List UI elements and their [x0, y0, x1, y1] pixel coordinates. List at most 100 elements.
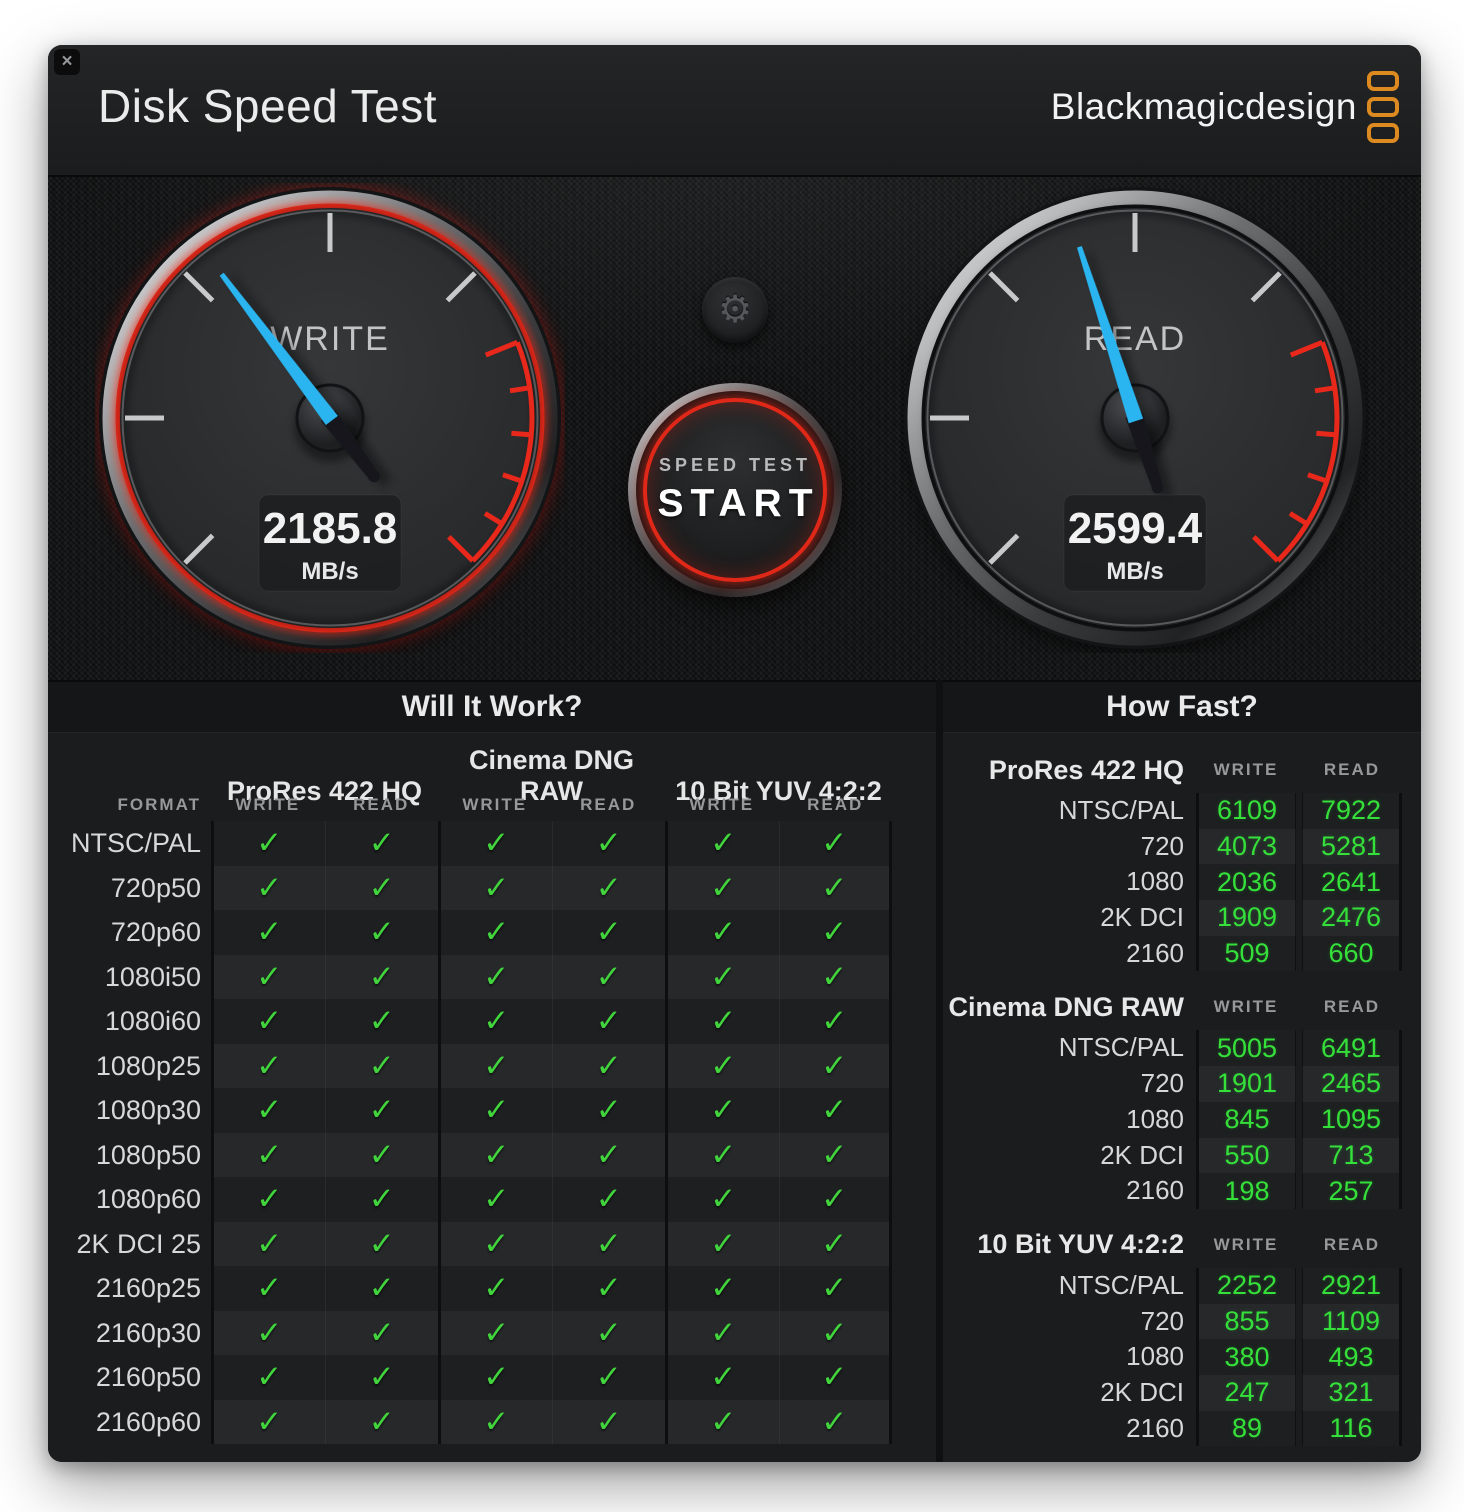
write-column-header: WRITE: [689, 795, 755, 814]
table-row: 2160p60 ✓ ✓ ✓ ✓ ✓ ✓: [48, 1399, 936, 1444]
gauge-redline: [447, 339, 535, 563]
check-icon: ✓: [324, 1221, 438, 1266]
check-icon: ✓: [778, 1177, 892, 1222]
check-icon: ✓: [324, 1310, 438, 1355]
write-speed: 2036: [1196, 864, 1296, 901]
write-gauge: WRITE 2185.8 MB/s: [97, 185, 563, 653]
table-row: 1080 845 1095: [943, 1101, 1421, 1138]
write-column-header: WRITE: [462, 795, 528, 814]
check-icon: ✓: [551, 1399, 665, 1444]
check-icon: ✓: [211, 1221, 325, 1266]
format-label: NTSC/PAL: [1058, 1032, 1184, 1063]
read-column-header: READ: [1323, 1234, 1381, 1254]
check-icon: ✓: [438, 1355, 552, 1400]
gauge-zone: WRITE 2185.8 MB/s: [48, 177, 1421, 680]
check-icon: ✓: [778, 1266, 892, 1311]
check-icon: ✓: [324, 865, 438, 910]
start-button[interactable]: SPEED TEST START: [628, 383, 842, 597]
check-icon: ✓: [778, 1088, 892, 1133]
read-speed: 7922: [1302, 793, 1402, 829]
title-bar: × Disk Speed Test Blackmagicdesign: [48, 45, 1421, 177]
check-icon: ✓: [778, 954, 892, 999]
start-button-ring: SPEED TEST START: [636, 391, 834, 589]
settings-button[interactable]: ⚙: [702, 277, 768, 343]
format-label: 2160p50: [95, 1362, 201, 1392]
read-speed-unit: MB/s: [1106, 558, 1163, 585]
check-icon: ✓: [324, 954, 438, 999]
read-speed-value: 2599.4: [1068, 504, 1203, 553]
format-label: 720: [1140, 830, 1184, 861]
check-icon: ✓: [211, 821, 325, 866]
table-row: NTSC/PAL 2252 2921: [943, 1267, 1421, 1304]
check-icon: ✓: [211, 999, 325, 1044]
brand: Blackmagicdesign: [1051, 71, 1399, 143]
format-label: 2160p60: [95, 1406, 201, 1437]
check-icon: ✓: [211, 910, 325, 955]
write-speed: 550: [1196, 1137, 1296, 1174]
check-icon: ✓: [778, 1221, 892, 1266]
table-row: 2160 89 116: [943, 1410, 1421, 1447]
check-icon: ✓: [438, 1310, 552, 1355]
table-row: 720 4073 5281: [943, 828, 1421, 865]
check-icon: ✓: [324, 1132, 438, 1177]
read-speed: 2476: [1302, 900, 1402, 936]
check-icon: ✓: [438, 1221, 552, 1266]
format-label: 1080: [1126, 1103, 1184, 1134]
check-icon: ✓: [665, 999, 779, 1044]
check-icon: ✓: [438, 1088, 552, 1133]
format-label: NTSC/PAL: [1058, 1269, 1184, 1300]
codec-header: Cinema DNG RAW: [468, 745, 635, 806]
read-speed: 257: [1302, 1173, 1402, 1209]
write-column-header: WRITE: [1213, 1234, 1279, 1254]
table-row: 720p50 ✓ ✓ ✓ ✓ ✓ ✓: [48, 865, 936, 910]
check-icon: ✓: [324, 1088, 438, 1133]
check-icon: ✓: [665, 954, 779, 999]
check-icon: ✓: [324, 910, 438, 955]
check-icon: ✓: [438, 1266, 552, 1311]
read-column-header: READ: [807, 795, 864, 814]
format-label: 1080p30: [95, 1095, 201, 1125]
check-icon: ✓: [324, 1177, 438, 1222]
check-icon: ✓: [778, 865, 892, 910]
read-speed: 2921: [1302, 1267, 1402, 1304]
check-icon: ✓: [778, 910, 892, 955]
check-icon: ✓: [211, 1355, 325, 1400]
check-icon: ✓: [551, 1043, 665, 1088]
check-icon: ✓: [551, 1177, 665, 1222]
check-icon: ✓: [665, 1399, 779, 1444]
check-icon: ✓: [665, 1266, 779, 1311]
start-button-subtitle: SPEED TEST: [658, 454, 812, 475]
how-fast-section: ProRes 422 HQ WRITE READ NTSC/PAL 6109 7…: [943, 747, 1421, 972]
read-speed: 5281: [1302, 828, 1402, 865]
check-icon: ✓: [665, 1221, 779, 1266]
how-fast-title: How Fast?: [943, 682, 1421, 733]
table-row: 720 855 1109: [943, 1303, 1421, 1340]
codec-header: 10 Bit YUV 4:2:2: [675, 776, 882, 806]
format-label: 720: [1140, 1068, 1184, 1099]
how-fast-section: 10 Bit YUV 4:2:2 WRITE READ NTSC/PAL 225…: [943, 1222, 1421, 1447]
check-icon: ✓: [438, 910, 552, 955]
section-codec-label: Cinema DNG RAW: [948, 991, 1184, 1022]
check-icon: ✓: [211, 865, 325, 910]
check-icon: ✓: [665, 1088, 779, 1133]
gauge-redline: [1252, 339, 1340, 563]
check-icon: ✓: [551, 999, 665, 1044]
close-icon[interactable]: ×: [54, 49, 80, 75]
table-row: NTSC/PAL 6109 7922: [943, 793, 1421, 829]
format-label: 720: [1140, 1305, 1184, 1336]
format-label: 2K DCI: [1100, 1139, 1184, 1170]
write-speed: 4073: [1196, 828, 1296, 865]
table-row: 720 1901 2465: [943, 1066, 1421, 1102]
check-icon: ✓: [778, 1399, 892, 1444]
read-speed: 493: [1302, 1339, 1402, 1375]
check-icon: ✓: [665, 1043, 779, 1088]
check-icon: ✓: [324, 821, 438, 866]
check-icon: ✓: [665, 910, 779, 955]
check-icon: ✓: [551, 1132, 665, 1177]
read-gauge: READ 2599.4 MB/s: [904, 187, 1366, 653]
section-codec-label: ProRes 422 HQ: [988, 754, 1184, 785]
check-icon: ✓: [211, 1266, 325, 1311]
format-label: 1080i60: [104, 1006, 201, 1036]
gauge-label: WRITE: [270, 320, 390, 358]
format-label: NTSC/PAL: [70, 828, 201, 858]
